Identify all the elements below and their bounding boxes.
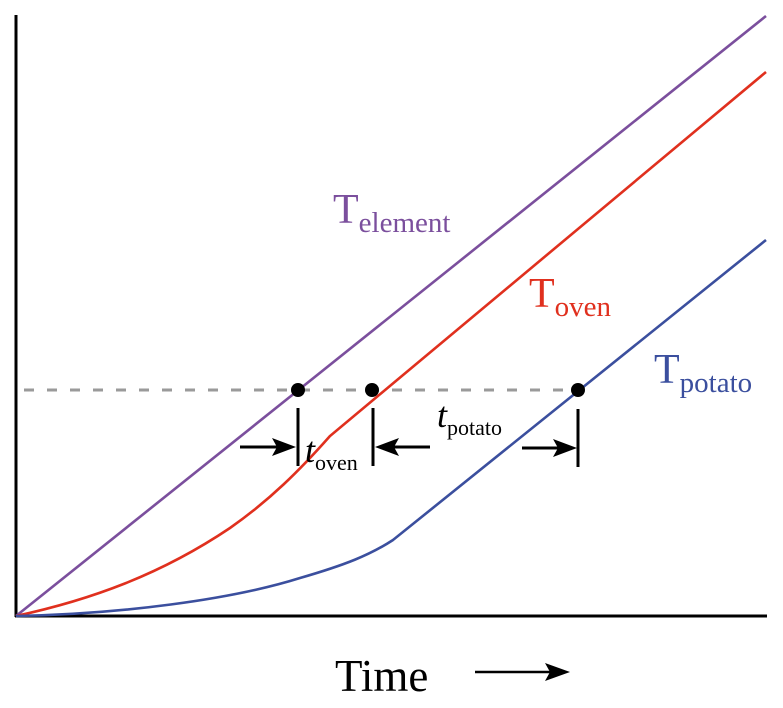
t-element-label: Telement: [333, 187, 450, 239]
t-potato-annotation: tpotato: [437, 395, 502, 440]
t-oven-annotation: toven: [305, 430, 358, 475]
element-crossing-dot: [291, 383, 305, 397]
t-potato-curve: [15, 238, 767, 618]
t-oven-curve: [15, 71, 767, 618]
oven-crossing-dot: [365, 383, 379, 397]
potato-crossing-dot: [571, 383, 585, 397]
x-axis-label: Time: [335, 651, 428, 701]
t-potato-left-arrow-icon: [375, 438, 430, 456]
t-element-curve: [15, 14, 767, 618]
t-potato-label: Tpotato: [654, 347, 752, 399]
t-oven-arrow-icon: [240, 438, 296, 456]
t-potato-right-arrow-icon: [522, 439, 577, 457]
x-axis-direction-arrow-icon: [475, 663, 570, 681]
t-oven-label: Toven: [529, 271, 612, 323]
